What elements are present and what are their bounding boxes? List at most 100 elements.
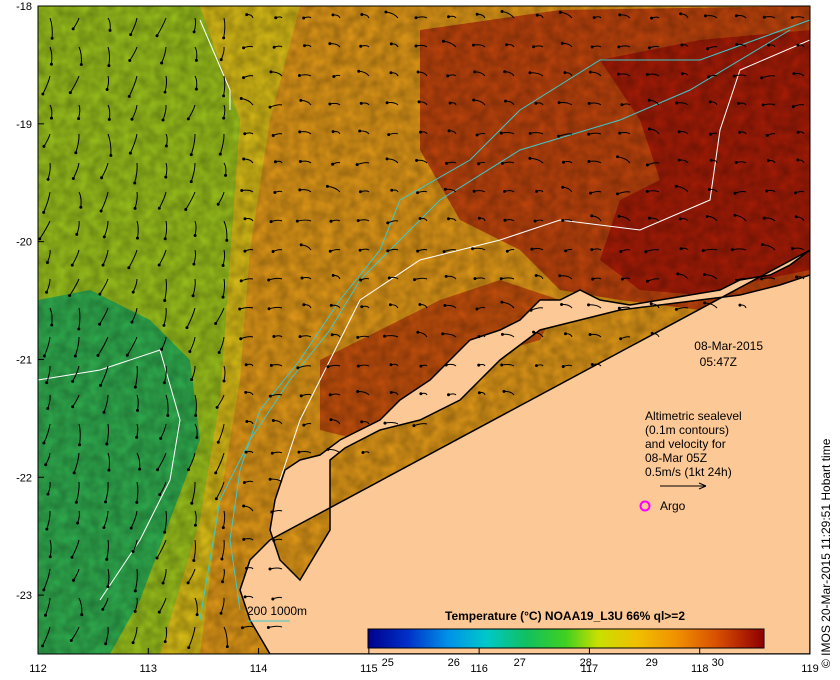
velocity-arrow bbox=[128, 249, 138, 268]
velocity-arrow-head bbox=[649, 302, 653, 306]
velocity-arrow-head bbox=[383, 334, 387, 338]
velocity-arrow-head bbox=[561, 218, 565, 222]
velocity-arrow-head bbox=[505, 249, 509, 253]
velocity-arrow-head bbox=[189, 153, 193, 157]
velocity-arrow-head bbox=[502, 389, 506, 393]
velocity-arrow-head bbox=[217, 350, 221, 354]
velocity-arrow bbox=[107, 452, 111, 471]
lon-tick-label: 117 bbox=[581, 663, 599, 675]
velocity-arrow-head bbox=[644, 250, 648, 254]
velocity-arrow-head bbox=[385, 101, 389, 105]
velocity-arrow-head bbox=[761, 103, 765, 107]
velocity-arrow-head bbox=[471, 43, 475, 47]
velocity-arrow bbox=[217, 191, 225, 205]
velocity-arrow-head bbox=[735, 43, 739, 47]
velocity-arrow bbox=[220, 597, 225, 614]
velocity-arrow-head bbox=[386, 221, 390, 225]
velocity-arrow-head bbox=[679, 12, 683, 16]
velocity-arrow-head bbox=[129, 33, 133, 37]
lat-tick-label: -20 bbox=[16, 237, 32, 249]
velocity-arrow bbox=[222, 278, 226, 298]
velocity-arrow bbox=[162, 104, 167, 121]
velocity-arrow-head bbox=[195, 435, 199, 439]
velocity-arrow-head bbox=[74, 151, 78, 155]
velocity-arrow-head bbox=[239, 337, 243, 341]
velocity-arrow bbox=[106, 539, 109, 560]
velocity-arrow bbox=[156, 17, 167, 36]
velocity-arrow-head bbox=[617, 214, 621, 218]
velocity-arrow bbox=[223, 17, 226, 39]
velocity-arrow-head bbox=[385, 157, 389, 161]
velocity-arrow-head bbox=[42, 354, 46, 358]
velocity-arrow-head bbox=[650, 331, 654, 335]
velocity-arrow-head bbox=[356, 390, 360, 394]
velocity-arrow bbox=[75, 481, 80, 503]
legend-line-1: Altimetric sealevel bbox=[645, 409, 742, 423]
velocity-arrow-head bbox=[388, 303, 392, 307]
velocity-arrow-head bbox=[557, 101, 561, 105]
velocity-arrow-head bbox=[166, 413, 170, 417]
velocity-arrow-head bbox=[163, 237, 167, 241]
velocity-arrow-head bbox=[268, 394, 272, 398]
velocity-arrow-head bbox=[272, 45, 276, 49]
velocity-arrow-head bbox=[105, 88, 109, 92]
velocity-arrow-head bbox=[267, 307, 271, 311]
velocity-arrow bbox=[161, 46, 167, 64]
velocity-arrow-head bbox=[50, 323, 54, 327]
velocity-arrow-head bbox=[242, 46, 246, 50]
velocity-arrow-head bbox=[328, 102, 332, 106]
velocity-arrow-head bbox=[268, 567, 272, 571]
velocity-arrow-head bbox=[269, 363, 273, 367]
velocity-arrow bbox=[107, 104, 111, 120]
velocity-arrow-head bbox=[760, 277, 764, 281]
velocity-arrow-head bbox=[418, 216, 422, 220]
velocity-arrow-head bbox=[297, 73, 301, 77]
velocity-arrow-head bbox=[328, 42, 332, 46]
velocity-arrow bbox=[164, 626, 168, 642]
velocity-arrow bbox=[162, 568, 167, 584]
velocity-arrow-head bbox=[564, 249, 568, 253]
velocity-arrow-head bbox=[360, 13, 364, 17]
velocity-arrow bbox=[187, 568, 196, 584]
velocity-arrow-head bbox=[733, 213, 737, 217]
velocity-arrow-head bbox=[358, 248, 362, 252]
velocity-arrow-head bbox=[386, 249, 390, 253]
velocity-arrow-head bbox=[588, 333, 592, 337]
velocity-arrow-head bbox=[222, 94, 226, 98]
velocity-arrow-head bbox=[106, 585, 110, 589]
velocity-arrow-head bbox=[78, 443, 82, 447]
velocity-arrow-head bbox=[532, 330, 536, 334]
velocity-arrow-head bbox=[678, 217, 682, 221]
velocity-arrow-head bbox=[796, 130, 800, 134]
lat-tick-label: -22 bbox=[16, 472, 32, 484]
velocity-arrow-head bbox=[296, 366, 300, 370]
velocity-arrow-head bbox=[75, 232, 79, 236]
velocity-arrow-head bbox=[419, 130, 423, 134]
velocity-arrow-head bbox=[326, 365, 330, 369]
velocity-arrow-head bbox=[530, 247, 534, 251]
velocity-arrow-head bbox=[645, 279, 649, 283]
velocity-arrow-head bbox=[618, 131, 622, 135]
velocity-arrow bbox=[223, 626, 228, 647]
velocity-arrow-head bbox=[269, 70, 273, 74]
velocity-arrow-head bbox=[477, 162, 481, 166]
lon-tick-label: 113 bbox=[140, 663, 158, 675]
velocity-arrow bbox=[163, 365, 167, 383]
velocity-arrow-head bbox=[444, 274, 448, 278]
velocity-arrow bbox=[49, 17, 53, 39]
velocity-arrow-head bbox=[156, 468, 160, 472]
velocity-arrow-head bbox=[100, 176, 104, 180]
velocity-arrow bbox=[217, 423, 225, 443]
velocity-arrow-head bbox=[68, 294, 72, 298]
velocity-arrow-head bbox=[298, 335, 302, 339]
velocity-arrow-head bbox=[191, 294, 195, 298]
velocity-arrow-head bbox=[268, 105, 272, 109]
velocity-arrow-head bbox=[528, 156, 532, 160]
velocity-arrow-head bbox=[647, 46, 651, 50]
velocity-arrow-head bbox=[387, 133, 391, 137]
velocity-arrow-head bbox=[617, 45, 621, 49]
velocity-arrow-head bbox=[162, 381, 166, 385]
velocity-arrow-head bbox=[297, 450, 301, 454]
velocity-arrow-head bbox=[194, 414, 198, 418]
velocity-arrow-head bbox=[101, 607, 105, 611]
